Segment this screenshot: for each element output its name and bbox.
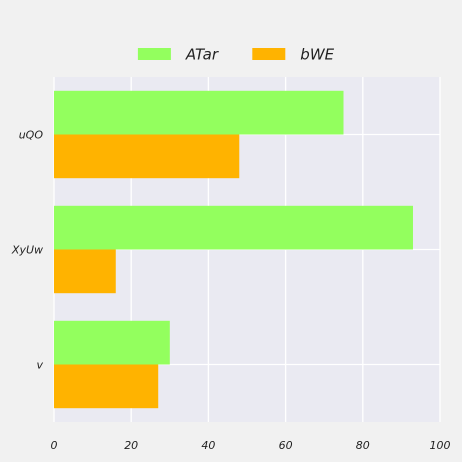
bar-ATar-uQO bbox=[54, 90, 344, 135]
x-tick-label: 60 bbox=[279, 439, 293, 452]
y-tick-label: v bbox=[36, 359, 43, 372]
x-tick-label: 80 bbox=[356, 439, 370, 452]
y-tick-label: XyUw bbox=[11, 244, 43, 257]
x-tick-label: 40 bbox=[201, 439, 215, 452]
bar-bWE-uQO bbox=[54, 134, 240, 179]
bar-ATar-XyUw bbox=[54, 205, 413, 250]
y-axis-ticks: uQO XyUw v bbox=[11, 129, 44, 372]
legend-label-bWE: bWE bbox=[300, 46, 334, 64]
legend-swatch-bWE bbox=[252, 48, 286, 60]
x-tick-label: 0 bbox=[51, 439, 58, 452]
x-tick-label: 100 bbox=[430, 439, 451, 452]
x-tick-label: 20 bbox=[124, 439, 138, 452]
x-axis-ticks: 0 20 40 60 80 100 bbox=[51, 439, 451, 452]
bar-bWE-v bbox=[54, 364, 159, 409]
legend: ATar bWE bbox=[137, 46, 335, 64]
legend-swatch-ATar bbox=[137, 48, 171, 60]
legend-label-ATar: ATar bbox=[185, 46, 219, 64]
y-tick-label: uQO bbox=[19, 129, 44, 142]
bar-bWE-XyUw bbox=[54, 249, 116, 294]
bar-ATar-v bbox=[54, 320, 170, 365]
bars bbox=[54, 90, 413, 409]
